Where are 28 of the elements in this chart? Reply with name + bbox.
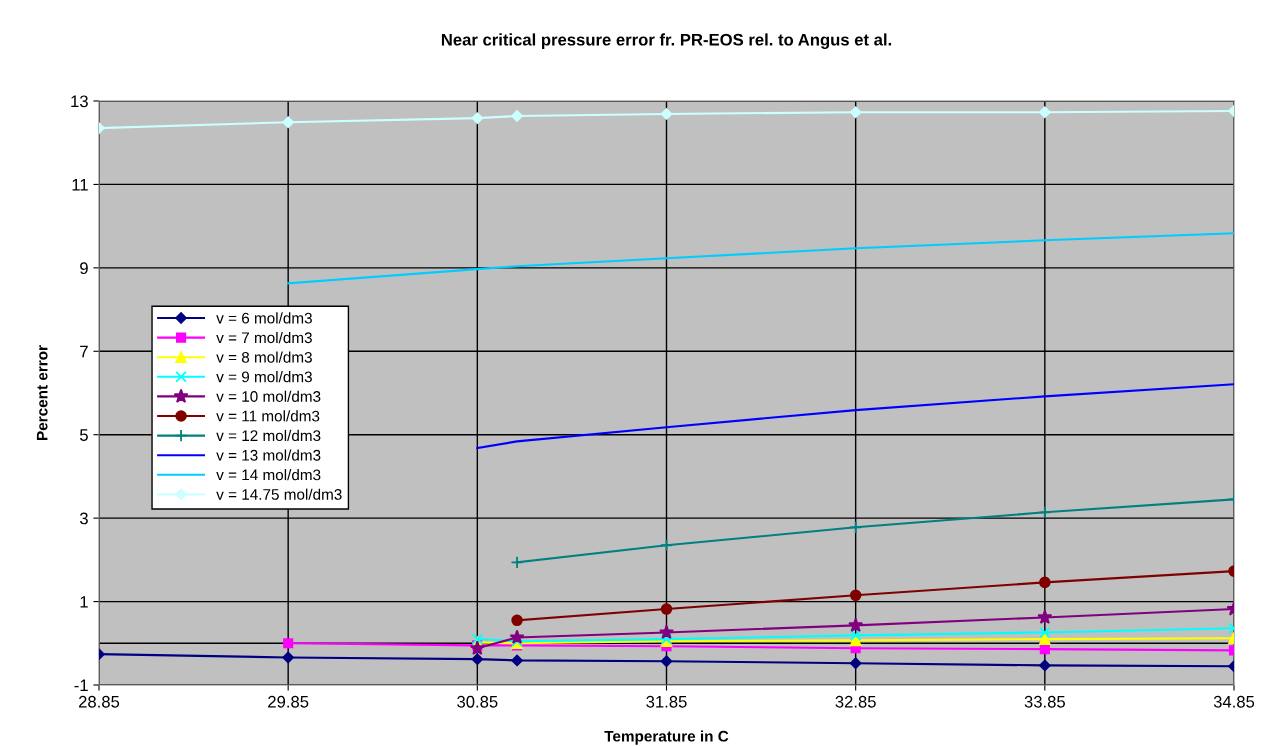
x-tick-label: 28.85 bbox=[78, 695, 120, 708]
x-tick-label: 33.85 bbox=[1024, 695, 1065, 708]
chart-title: Near critical pressure error fr. PR-EOS rel. to Angus et al. bbox=[441, 33, 892, 49]
x-tick-label: 30.85 bbox=[457, 695, 498, 708]
legend-label: v = 8 mol/dm3 bbox=[216, 351, 312, 363]
y-tick-label: 13 bbox=[71, 95, 88, 108]
legend-label: v = 13 mol/dm3 bbox=[216, 449, 321, 461]
x-tick-label: 29.85 bbox=[268, 695, 309, 708]
y-axis-title: Percent error bbox=[36, 345, 48, 440]
y-tick-label: 9 bbox=[80, 262, 88, 275]
y-tick-label: 3 bbox=[79, 512, 88, 525]
legend-label: v = 7 mol/dm3 bbox=[216, 331, 312, 344]
x-tick-label: 32.85 bbox=[835, 695, 876, 708]
legend-label: v = 11 mol/dm3 bbox=[216, 410, 320, 422]
x-tick-label: 31.85 bbox=[646, 695, 687, 708]
y-tick-label: 7 bbox=[80, 345, 88, 358]
y-tick-label: 1 bbox=[80, 596, 88, 608]
legend-label: v = 12 mol/dm3 bbox=[216, 429, 321, 442]
x-axis-title: Temperature in C bbox=[604, 730, 729, 745]
legend-label: v = 6 mol/dm3 bbox=[216, 312, 312, 324]
legend-label: v = 14.75 mol/dm3 bbox=[216, 488, 342, 500]
y-tick-label: 5 bbox=[79, 429, 88, 441]
legend-label: v = 10 mol/dm3 bbox=[216, 390, 321, 402]
y-tick-label: -1 bbox=[74, 679, 88, 692]
legend-label: v = 14 mol/dm3 bbox=[216, 469, 321, 481]
x-tick-label: 34.85 bbox=[1213, 695, 1255, 708]
y-tick-label: 11 bbox=[72, 179, 88, 191]
legend-label: v = 9 mol/dm3 bbox=[216, 371, 312, 383]
